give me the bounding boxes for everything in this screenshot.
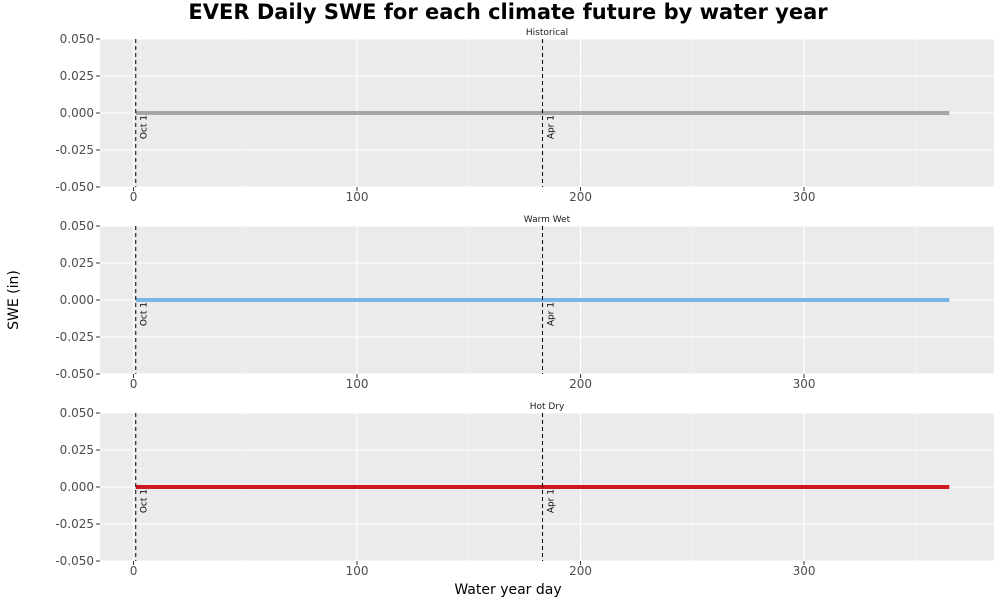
y-tick-label: 0.050	[60, 32, 94, 46]
x-tick-label: 200	[569, 377, 592, 391]
chart-title: EVER Daily SWE for each climate future b…	[188, 0, 828, 24]
y-tick-label: -0.025	[55, 517, 94, 531]
y-tick-label: 0.050	[60, 406, 94, 420]
y-tick-label: -0.025	[55, 330, 94, 344]
y-tick-label: -0.050	[55, 180, 94, 194]
x-tick-label: 0	[130, 190, 138, 204]
reference-vline-label: Oct 1	[140, 302, 150, 326]
x-tick-label: 100	[346, 190, 369, 204]
x-axis-title: Water year day	[454, 582, 562, 598]
x-tick-label: 0	[130, 564, 138, 578]
reference-vline-label: Oct 1	[140, 489, 150, 513]
y-tick-label: -0.050	[55, 367, 94, 381]
panel-title: Warm Wet	[524, 215, 571, 225]
reference-vline-label: Apr 1	[546, 302, 556, 326]
y-tick-label: 0.025	[60, 443, 94, 457]
reference-vline-label: Apr 1	[546, 115, 556, 139]
x-tick-label: 100	[346, 564, 369, 578]
x-tick-label: 300	[793, 377, 816, 391]
y-tick-label: 0.050	[60, 219, 94, 233]
x-tick-label: 300	[793, 564, 816, 578]
panel-title: Hot Dry	[530, 402, 565, 412]
x-tick-label: 300	[793, 190, 816, 204]
x-tick-label: 100	[346, 377, 369, 391]
y-tick-label: 0.000	[60, 480, 94, 494]
x-tick-label: 0	[130, 377, 138, 391]
y-tick-label: 0.000	[60, 106, 94, 120]
y-tick-label: 0.025	[60, 256, 94, 270]
x-tick-label: 200	[569, 190, 592, 204]
y-tick-label: -0.025	[55, 143, 94, 157]
y-tick-label: 0.025	[60, 69, 94, 83]
y-tick-label: -0.050	[55, 554, 94, 568]
reference-vline-label: Apr 1	[546, 489, 556, 513]
x-tick-label: 200	[569, 564, 592, 578]
reference-vline-label: Oct 1	[140, 115, 150, 139]
panel-title: Historical	[526, 28, 568, 38]
y-tick-label: 0.000	[60, 293, 94, 307]
